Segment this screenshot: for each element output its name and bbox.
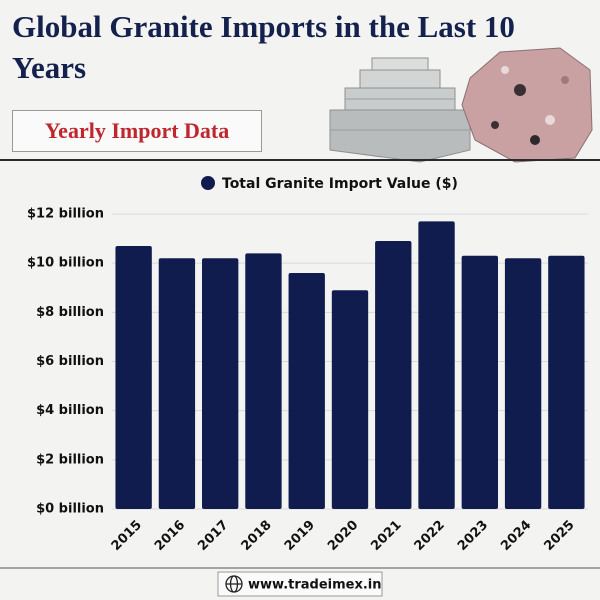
y-tick-label: $6 billion: [36, 354, 104, 369]
bar: [504, 258, 542, 509]
x-tick-label: 2025: [541, 518, 577, 554]
globe-icon: [225, 575, 243, 593]
x-tick-label: 2024: [498, 518, 534, 554]
x-tick-label: 2019: [282, 518, 318, 554]
bar: [115, 245, 152, 510]
x-tick-label: 2016: [152, 518, 188, 554]
chart-subtitle: Yearly Import Data: [12, 110, 262, 152]
bar: [158, 258, 196, 509]
legend-swatch: [201, 176, 215, 190]
footer-box: [217, 571, 383, 597]
x-tick-label: 2021: [368, 518, 404, 554]
bar: [375, 241, 412, 509]
footer-text: www.tradeimex.in: [248, 578, 382, 593]
legend-label: Total Granite Import Value ($): [222, 176, 458, 192]
bar: [418, 221, 455, 509]
granite-blocks: [329, 57, 471, 163]
y-tick-label: $12 billion: [27, 207, 104, 222]
y-tick-label: $10 billion: [27, 256, 104, 271]
chart-title: Global Granite Imports in the Last 10 Ye…: [12, 9, 515, 85]
bar: [245, 253, 282, 509]
x-tick-label: 2015: [109, 518, 145, 554]
x-tick-label: 2018: [239, 518, 275, 554]
granite-rock: [461, 47, 593, 163]
y-tick-label: $2 billion: [36, 452, 104, 467]
x-tick-label: 2022: [412, 518, 448, 554]
x-tick-label: 2020: [325, 518, 361, 554]
bar: [461, 255, 498, 509]
x-tick-label: 2023: [455, 518, 491, 554]
x-tick-label: 2017: [195, 518, 231, 554]
bar: [288, 273, 325, 509]
y-tick-label: $8 billion: [36, 305, 104, 320]
y-tick-label: $4 billion: [36, 403, 104, 418]
bar: [548, 255, 585, 509]
bar: [331, 290, 369, 509]
bar: [202, 258, 239, 509]
y-tick-label: $0 billion: [36, 502, 104, 517]
